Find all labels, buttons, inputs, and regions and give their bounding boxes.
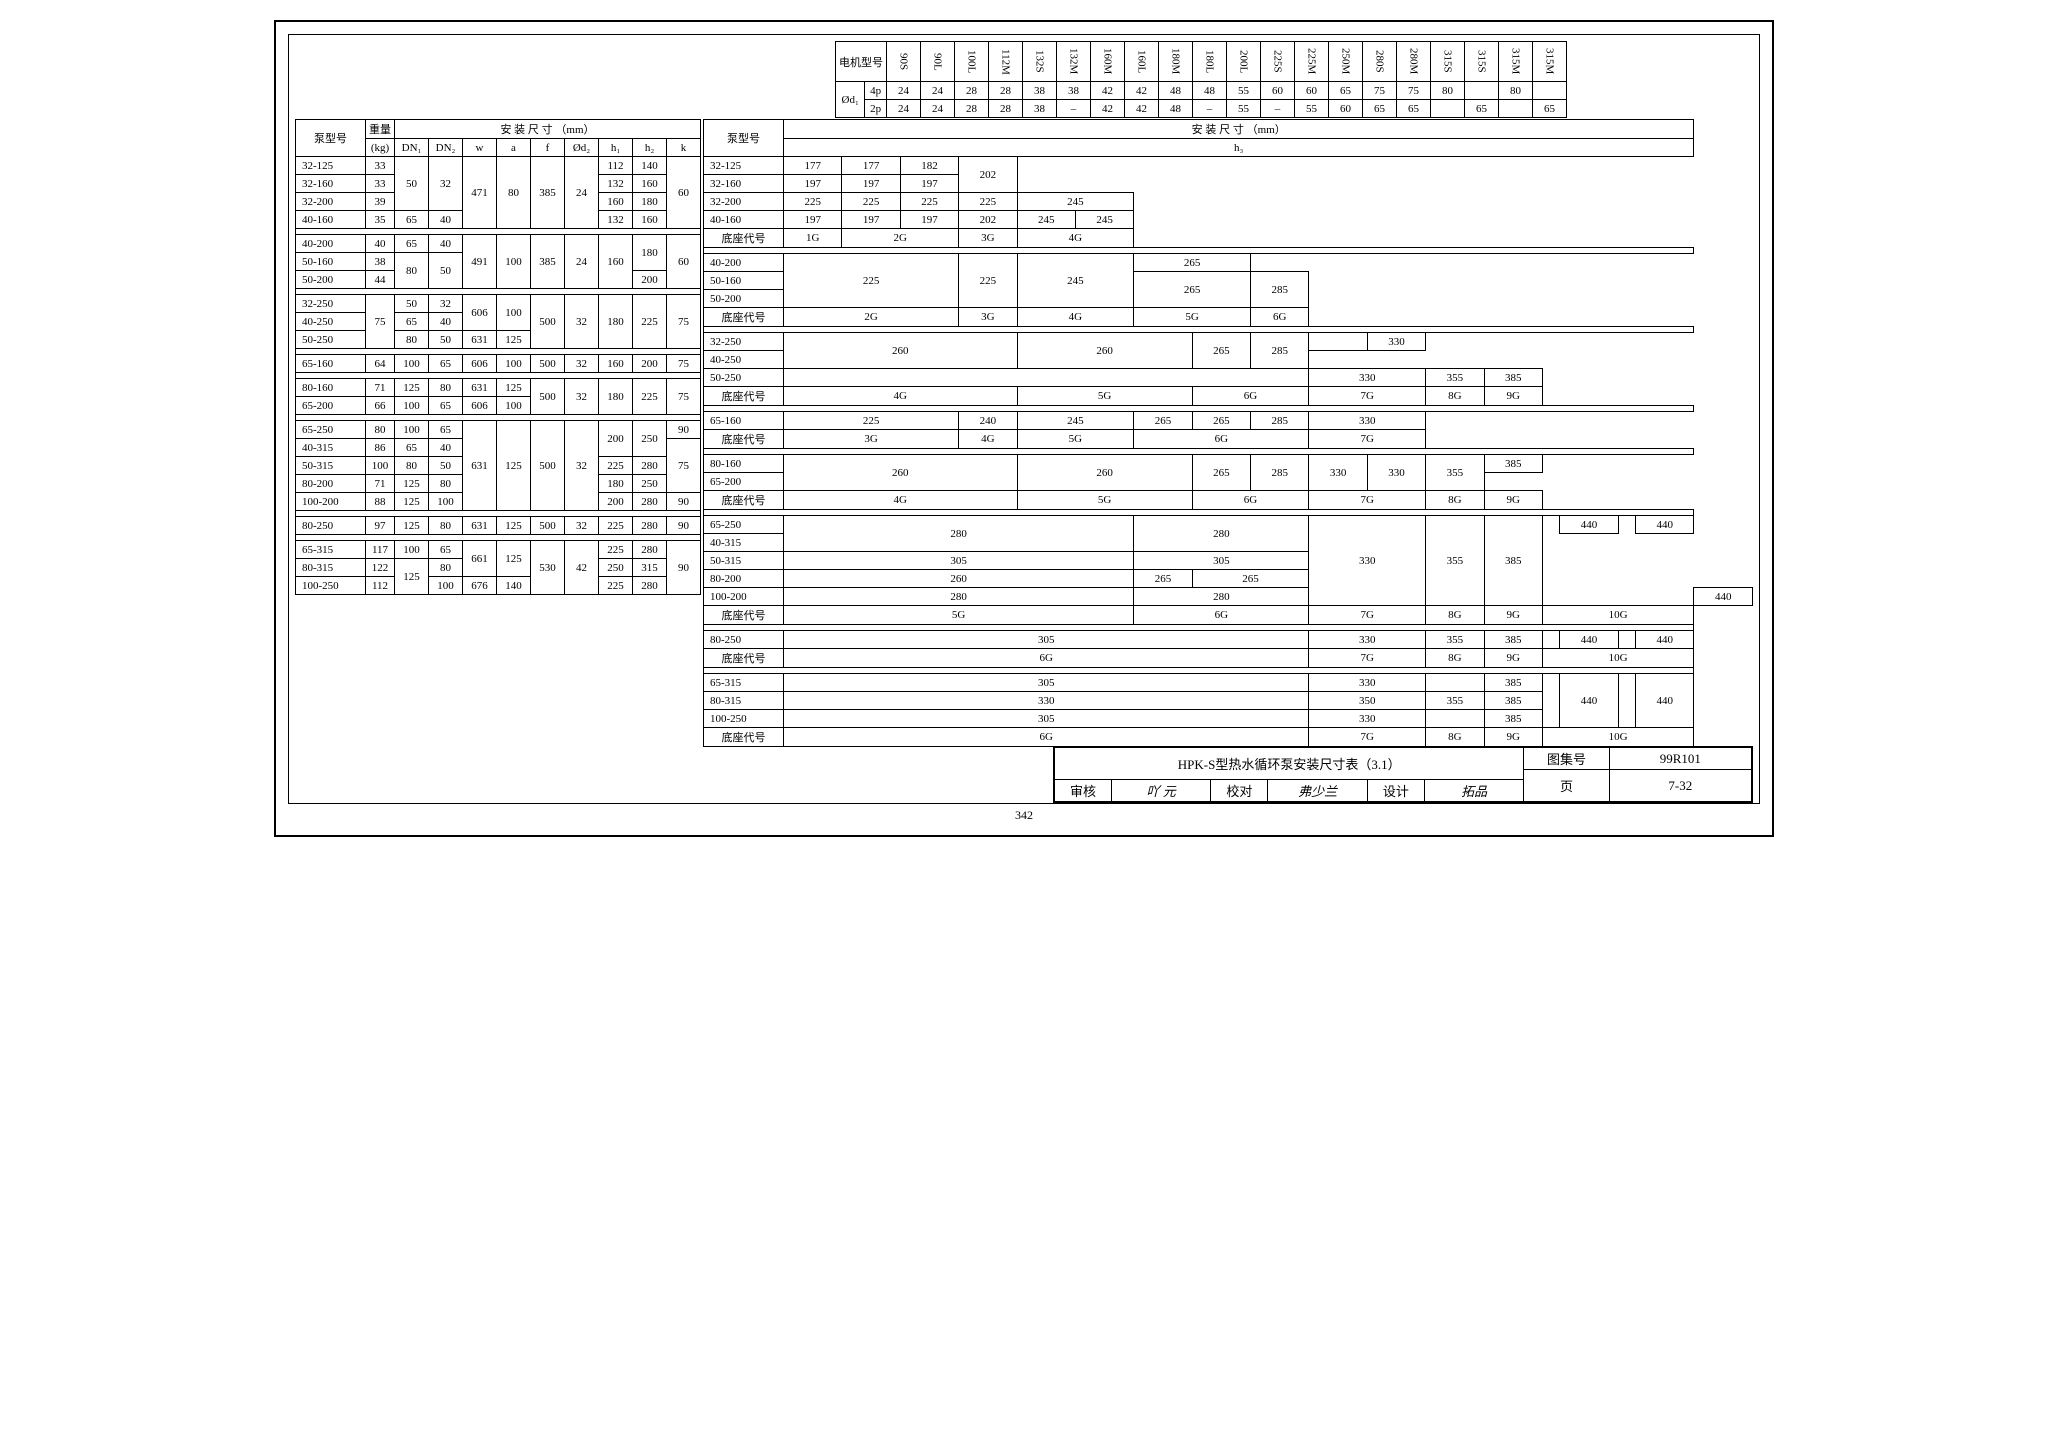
- atlas-number: 99R101: [1609, 748, 1751, 770]
- right-h3-table: 泵型号 安 装 尺 寸 （mm） h₃ 32-12517717718220232…: [703, 119, 1753, 747]
- top-section: 电机型号 90S 90L 100L 112M 132S 132M 160M 16…: [295, 41, 1753, 120]
- footer-page-number: 342: [288, 808, 1760, 823]
- drawing-page: 电机型号 90S 90L 100L 112M 132S 132M 160M 16…: [274, 20, 1774, 837]
- page-number: 7-32: [1609, 770, 1751, 802]
- left-dimension-table: 泵型号 重量 安 装 尺 寸 （mm） (kg)DN₁DN₂wafØd₂h₁h₂…: [295, 119, 701, 595]
- motor-model-table: 电机型号 90S 90L 100L 112M 132S 132M 160M 16…: [835, 41, 1567, 118]
- inner-frame: 电机型号 90S 90L 100L 112M 132S 132M 160M 16…: [288, 34, 1760, 804]
- motor-model-label: 电机型号: [836, 42, 887, 82]
- main-tables: 泵型号 重量 安 装 尺 寸 （mm） (kg)DN₁DN₂wafØd₂h₁h₂…: [295, 119, 1753, 747]
- title-block: HPK-S型热水循环泵安装尺寸表（3.1） 图集号 99R101 页 7-32 …: [1053, 746, 1753, 803]
- drawing-title: HPK-S型热水循环泵安装尺寸表（3.1）: [1055, 748, 1524, 780]
